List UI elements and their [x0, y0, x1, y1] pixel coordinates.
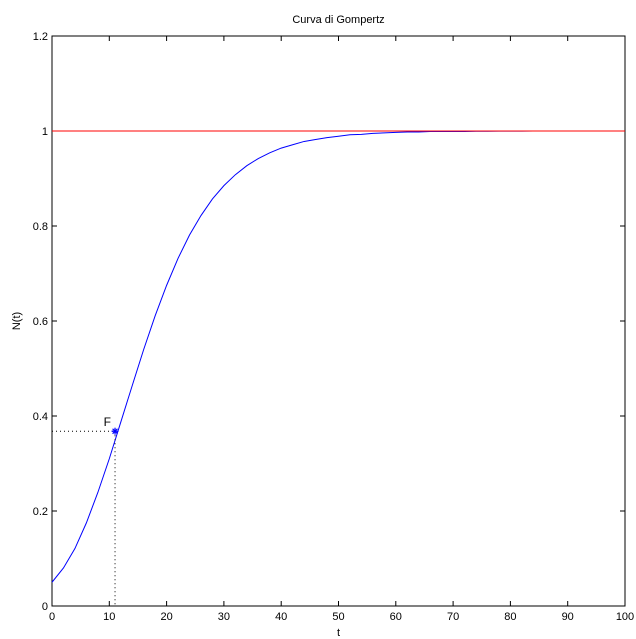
inflection-point-label: F: [104, 415, 111, 429]
y-axis-label: N(t): [11, 312, 23, 330]
y-tick-label: 1: [42, 126, 48, 138]
gompertz-curve-line: [51, 130, 625, 583]
plot-area-frame: [51, 35, 626, 607]
x-tick-label: 90: [562, 611, 574, 623]
y-tick-label: 1.2: [33, 31, 48, 43]
y-tick-label: 0.2: [33, 506, 48, 518]
x-tick-label: 10: [103, 611, 115, 623]
x-tick-label: 80: [504, 611, 516, 623]
y-tick-label: 0.8: [33, 221, 48, 233]
y-tick-label: 0.6: [33, 316, 48, 328]
x-tick-label: 100: [616, 611, 634, 623]
x-tick-label: 40: [275, 611, 287, 623]
inflection-point-marker: [111, 427, 119, 435]
x-axis-label: t: [337, 627, 340, 639]
y-tick-label: 0.4: [33, 411, 48, 423]
x-tick-label: 20: [160, 611, 172, 623]
chart-title: Curva di Gompertz: [292, 14, 384, 26]
x-tick-label: 50: [332, 611, 344, 623]
x-tick-label: 70: [447, 611, 459, 623]
x-tick-label: 30: [218, 611, 230, 623]
x-tick-label: 0: [49, 611, 55, 623]
y-tick-label: 0: [42, 601, 48, 613]
x-tick-label: 60: [390, 611, 402, 623]
